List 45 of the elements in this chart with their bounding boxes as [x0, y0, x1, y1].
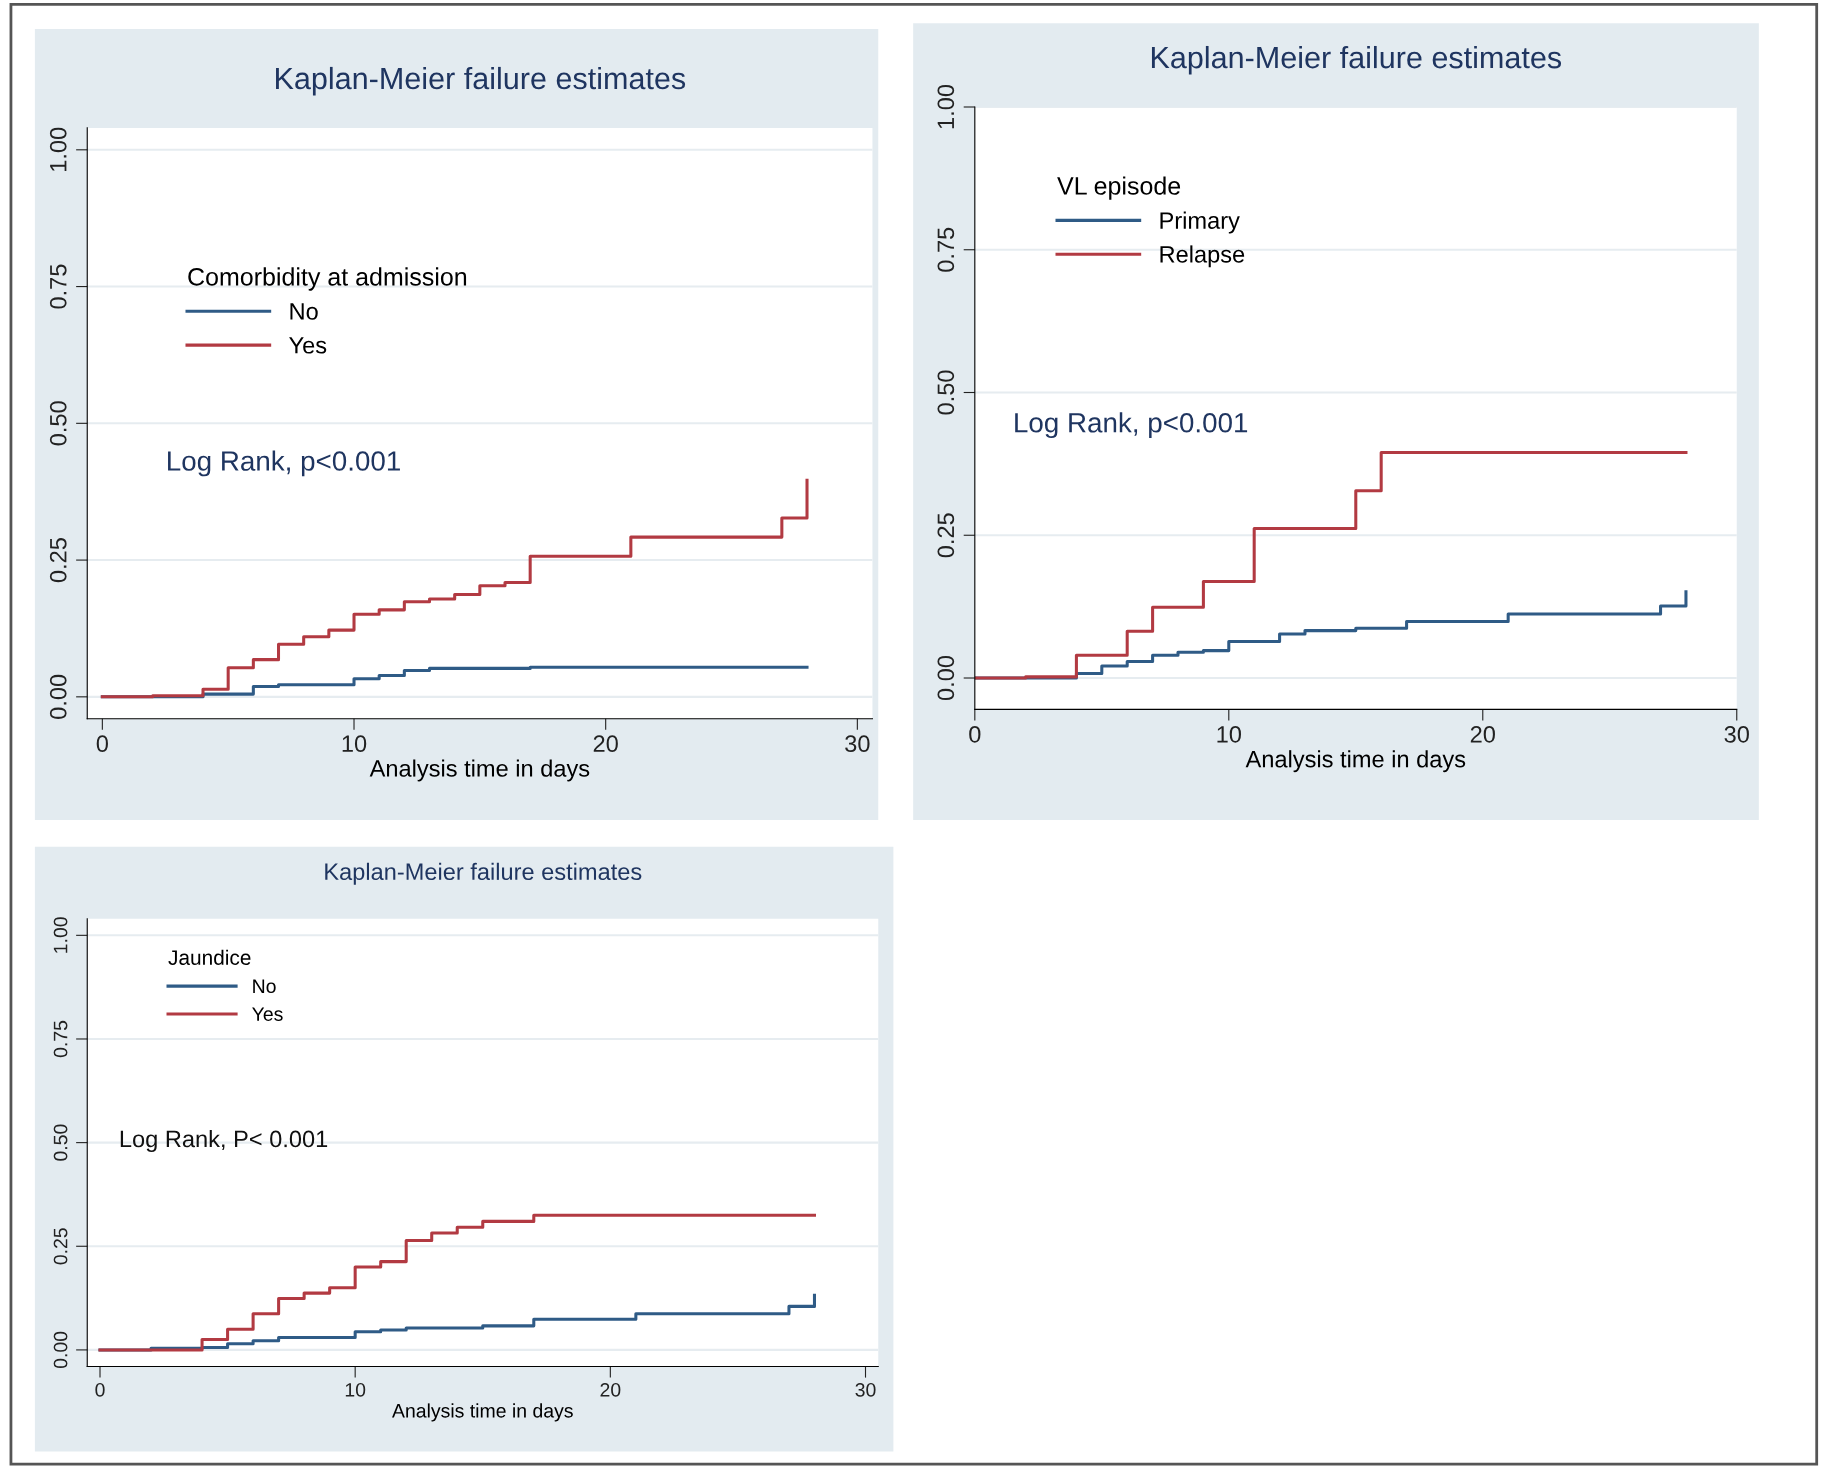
x-axis-title: Analysis time in days [392, 1403, 573, 1422]
y-tick-label: 1.00 [937, 84, 955, 129]
chart-title: Kaplan-Meier failure estimates [325, 862, 642, 885]
y-tick-label: 0.50 [937, 370, 955, 415]
y-tick-label: 0.50 [49, 401, 67, 446]
legend-label: Yes [289, 337, 327, 354]
x-tick-label: 0 [96, 735, 108, 753]
annotation: Log Rank, P< 0.001 [120, 1129, 328, 1152]
y-tick-label: 1.00 [49, 127, 67, 171]
y-tick-label: 0.25 [53, 1228, 68, 1265]
x-tick-label: 20 [600, 1382, 621, 1397]
x-tick-label: 20 [1470, 726, 1495, 743]
x-tick-label: 10 [345, 1382, 366, 1397]
chart-title: Kaplan-Meier failure estimates [1151, 45, 1562, 75]
y-tick-label: 0.75 [937, 227, 955, 272]
x-tick-label: 30 [845, 735, 870, 753]
legend-label: No [253, 979, 276, 994]
y-tick-label: 1.00 [53, 917, 68, 953]
x-tick-label: 30 [1724, 726, 1749, 743]
x-axis-title: Analysis time in days [1245, 750, 1466, 773]
y-tick-label: 0.25 [937, 513, 955, 558]
x-tick-label: 0 [969, 726, 981, 743]
y-tick-label: 0.00 [53, 1331, 68, 1369]
x-tick-label: 0 [95, 1382, 105, 1397]
legend-label: Relapse [1160, 245, 1245, 268]
annotation: Log Rank, p<0.001 [168, 450, 400, 477]
x-tick-label: 20 [593, 735, 618, 753]
legend-title: Comorbidity at admission [188, 267, 467, 291]
y-tick-label: 0.50 [53, 1124, 68, 1161]
legend-label: No [290, 303, 318, 320]
legend-title: VL episode [1057, 176, 1181, 200]
legend-title: Jaundice [168, 949, 251, 965]
y-tick-label: 0.75 [49, 264, 67, 309]
chart-title: Kaplan-Meier failure estimates [276, 66, 686, 96]
legend-label: Yes [252, 1007, 283, 1021]
x-tick-label: 10 [342, 735, 367, 753]
y-tick-label: 0.00 [49, 674, 67, 719]
x-axis-title: Analysis time in days [369, 759, 590, 782]
legend-label: Primary [1160, 211, 1240, 234]
y-tick-label: 0.25 [49, 538, 67, 583]
annotation: Log Rank, p<0.001 [1015, 412, 1248, 439]
y-tick-label: 0.00 [937, 655, 955, 701]
x-tick-label: 30 [855, 1382, 876, 1397]
x-tick-label: 10 [1217, 726, 1242, 743]
y-tick-label: 0.75 [53, 1020, 68, 1058]
